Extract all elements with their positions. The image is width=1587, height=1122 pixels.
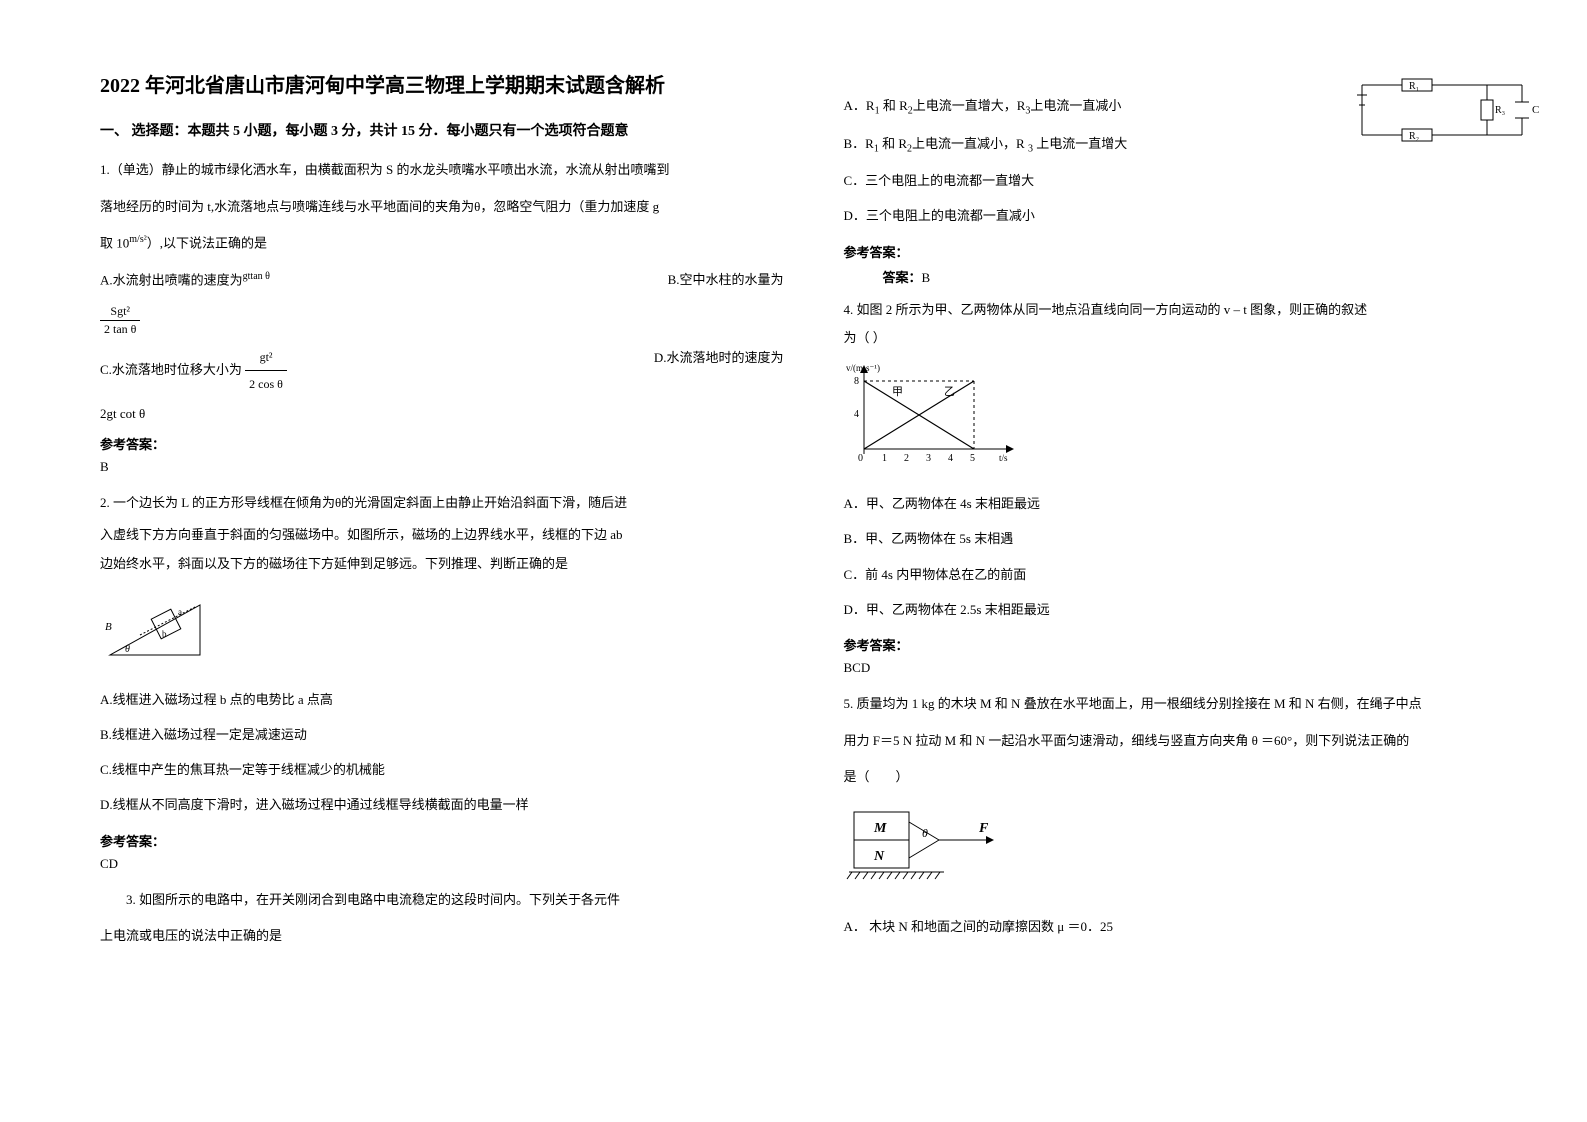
q1-optB-frac: Sgt² 2 tan θ <box>100 303 784 338</box>
frac-den: 2 cos θ <box>245 371 287 397</box>
svg-text:8: 8 <box>854 376 859 387</box>
q1-stem-3a: 取 10 <box>100 236 129 251</box>
q4-answer-label: 参考答案： <box>844 635 1528 654</box>
q4-stem-1: 4. 如图 2 所示为甲、乙两物体从同一地点沿直线向同一方向运动的 v – t … <box>844 300 1528 321</box>
q3B-mid: 和 R <box>879 136 907 151</box>
q2-stem-2: 入虚线下方方向垂直于斜面的匀强磁场中。如图所示，磁场的上边界线水平，线框的下边 … <box>100 525 784 546</box>
q4-optC: C．前 4s 内甲物体总在乙的前面 <box>844 559 1528 590</box>
chart-ylabel: v/(m·s⁻¹) <box>846 363 880 373</box>
q1-answer-label: 参考答案： <box>100 434 784 453</box>
q3A-pre: A．R <box>844 98 875 113</box>
q1-stem-3: 取 10m/s²）,以下说法正确的是 <box>100 229 784 258</box>
q3B-pre: B．R <box>844 136 874 151</box>
q5-stem-3: 是（ ） <box>844 763 1528 792</box>
q3A-mid: 和 R <box>880 98 908 113</box>
q3-optC: C．三个电阻上的电流都一直增大 <box>844 165 1528 196</box>
incline-diagram-icon: B θ a b <box>100 585 210 665</box>
q4-stem-2: 为（ ） <box>844 328 1528 349</box>
svg-text:4: 4 <box>948 453 953 464</box>
circuit-diagram: R₁ R₂ R₃ C <box>1347 70 1547 155</box>
svg-text:θ: θ <box>125 644 130 655</box>
q3B-end: 上电流一直增大 <box>1033 136 1127 151</box>
vt-chart-icon: v/(m·s⁻¹) t/s 8 4 0 1 2 3 4 5 甲 乙 <box>844 359 1024 469</box>
q3-optD: D．三个电阻上的电流都一直减小 <box>844 200 1528 231</box>
circuit-icon: R₁ R₂ R₃ C <box>1347 70 1547 150</box>
q1-optA-exp: gttan θ <box>243 271 270 282</box>
svg-text:a: a <box>178 607 182 617</box>
frac-num: gt² <box>245 344 287 371</box>
block-M: M <box>873 821 887 836</box>
circuit-R3: R₃ <box>1495 105 1505 116</box>
q5-optA: A． 木块 N 和地面之间的动摩擦因数 μ ＝0．25 <box>844 911 1528 942</box>
block-diagram-icon: M N θ F <box>844 802 1014 892</box>
q3B-post: 上电流一直减小，R <box>912 136 1028 151</box>
q2-stem-1: 2. 一个边长为 L 的正方形导线框在倾角为θ的光滑固定斜面上由静止开始沿斜面下… <box>100 489 784 518</box>
q4-optA: A．甲、乙两物体在 4s 末相距最远 <box>844 488 1528 519</box>
svg-text:5: 5 <box>970 453 975 464</box>
q5-diagram: M N θ F <box>844 802 1528 897</box>
chart-jia-label: 甲 <box>892 386 903 398</box>
q4-answer: BCD <box>844 660 1528 676</box>
svg-text:1: 1 <box>882 453 887 464</box>
q1-answer: B <box>100 459 784 475</box>
svg-text:B: B <box>105 621 112 633</box>
q2-diagram: B θ a b <box>100 585 784 670</box>
q4-chart: v/(m·s⁻¹) t/s 8 4 0 1 2 3 4 5 甲 乙 <box>844 359 1528 474</box>
q5-stem-2: 用力 F＝5 N 拉动 M 和 N 一起沿水平面匀速滑动，细线与竖直方向夹角 θ… <box>844 727 1528 756</box>
unit-superscript: m/s² <box>129 234 146 245</box>
chart-xlabel: t/s <box>999 453 1008 463</box>
q1-optD-exp: 2gt cot θ <box>100 405 784 423</box>
q2-optB: B.线框进入磁场过程一定是减速运动 <box>100 719 784 750</box>
q1-optA-text: A.水流射出喷嘴的速度为 <box>100 272 243 287</box>
q2-stem-3: 边始终水平，斜面以及下方的磁场往下方延伸到足够远。下列推理、判断正确的是 <box>100 554 784 575</box>
q2-answer: CD <box>100 856 784 872</box>
q3A-post: 上电流一直增大，R <box>913 98 1026 113</box>
q5-stem-1: 5. 质量均为 1 kg 的木块 M 和 N 叠放在水平地面上，用一根细线分别拴… <box>844 690 1528 719</box>
angle-theta: θ <box>922 826 928 840</box>
q1-opt-row1: A.水流射出喷嘴的速度为gttan θ B.空中水柱的水量为 <box>100 266 784 295</box>
q1-optC-text: C.水流落地时位移大小为 <box>100 362 242 377</box>
svg-text:3: 3 <box>926 453 931 464</box>
exam-title: 2022 年河北省唐山市唐河甸中学高三物理上学期期末试题含解析 <box>100 70 784 102</box>
q3A-end: 上电流一直减小 <box>1030 98 1121 113</box>
fraction-icon: gt² 2 cos θ <box>245 344 287 398</box>
q2-answer-label: 参考答案： <box>100 831 784 850</box>
q1-stem-3b: ）,以下说法正确的是 <box>147 236 267 251</box>
circuit-C: C <box>1532 104 1539 116</box>
q1-opt-row2: C.水流落地时位移大小为 gt² 2 cos θ D.水流落地时的速度为 <box>100 344 784 398</box>
q2-optA: A.线框进入磁场过程 b 点的电势比 a 点高 <box>100 684 784 715</box>
q4-optB: B．甲、乙两物体在 5s 末相遇 <box>844 523 1528 554</box>
q3-answer-val: B <box>922 270 931 285</box>
section-1-header: 一、 选择题：本题共 5 小题，每小题 3 分，共计 15 分．每小题只有一个选… <box>100 120 784 140</box>
frac-den: 2 tan θ <box>100 321 140 338</box>
q3-answer-pre: 答案： <box>883 270 922 285</box>
q1-optB: B.空中水柱的水量为 <box>668 266 784 295</box>
q4-optD: D．甲、乙两物体在 2.5s 末相距最远 <box>844 594 1528 625</box>
svg-text:2: 2 <box>904 453 909 464</box>
left-column: 2022 年河北省唐山市唐河甸中学高三物理上学期期末试题含解析 一、 选择题：本… <box>100 70 824 1082</box>
svg-text:4: 4 <box>854 409 859 420</box>
circuit-R1: R₁ <box>1409 81 1419 92</box>
q1-optD: D.水流落地时的速度为 <box>654 344 784 373</box>
q3-stem-1: 3. 如图所示的电路中，在开关刚闭合到电路中电流稳定的这段时间内。下列关于各元件 <box>100 886 784 915</box>
svg-text:b: b <box>162 629 167 639</box>
frac-num: Sgt² <box>100 303 140 321</box>
q3-answer: 答案：B <box>844 267 1528 286</box>
q2-optD: D.线框从不同高度下滑时，进入磁场过程中通过线框导线横截面的电量一样 <box>100 789 784 820</box>
q1-optC: C.水流落地时位移大小为 gt² 2 cos θ <box>100 344 287 398</box>
q1-optA: A.水流射出喷嘴的速度为gttan θ <box>100 266 270 295</box>
force-F: F <box>978 821 989 836</box>
q2-optC: C.线框中产生的焦耳热一定等于线框减少的机械能 <box>100 754 784 785</box>
block-N: N <box>873 849 885 864</box>
q1-stem-1: 1.（单选）静止的城市绿化洒水车，由横截面积为 S 的水龙头喷嘴水平喷出水流，水… <box>100 156 784 185</box>
q3-stem-2: 上电流或电压的说法中正确的是 <box>100 922 784 951</box>
circuit-R2: R₂ <box>1409 131 1419 142</box>
q1-stem-2: 落地经历的时间为 t,水流落地点与喷嘴连线与水平地面间的夹角为θ，忽略空气阻力（… <box>100 193 784 222</box>
q3-answer-label: 参考答案： <box>844 242 1528 261</box>
fraction-icon: Sgt² 2 tan θ <box>100 303 140 338</box>
chart-yi-label: 乙 <box>944 385 955 398</box>
right-column: R₁ R₂ R₃ C A．R1 和 R2上电流一直增大，R3上电流一直减小 B． <box>824 70 1528 1082</box>
svg-text:0: 0 <box>858 453 863 464</box>
